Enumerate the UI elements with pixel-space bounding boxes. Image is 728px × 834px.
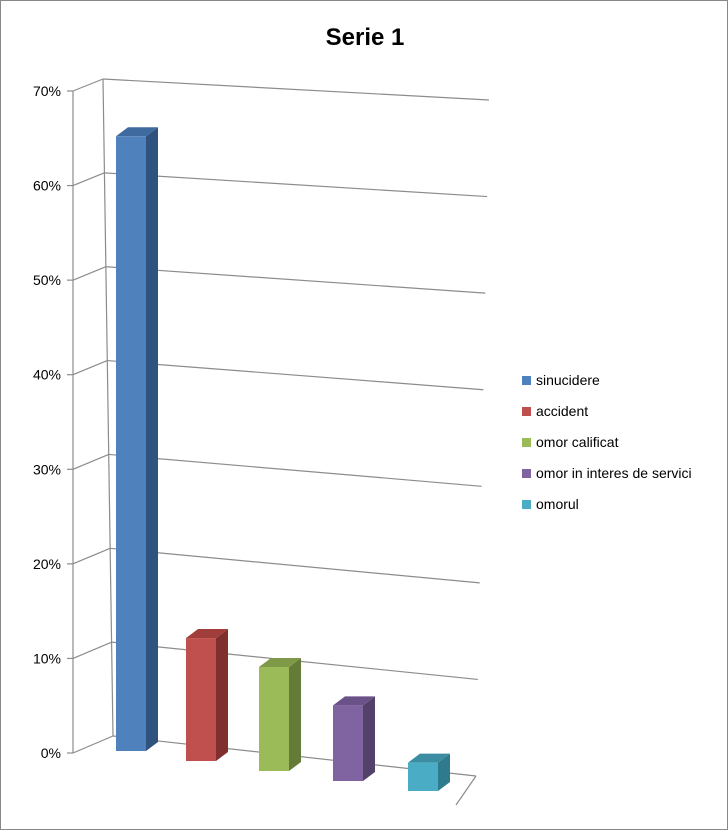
gridline	[104, 172, 488, 198]
bar-sinucidere	[116, 127, 158, 752]
gridline-side	[72, 547, 111, 565]
bar-top	[186, 629, 228, 639]
gridline	[108, 453, 482, 487]
gridline-side	[72, 641, 112, 659]
back-wall-edge	[102, 78, 114, 737]
bar-top	[259, 657, 301, 667]
gridline-side	[72, 360, 108, 376]
bar-accident	[186, 629, 228, 761]
gridline	[102, 78, 490, 101]
legend-item: omor calificat	[522, 434, 619, 450]
bar-side	[216, 629, 228, 761]
legend-swatch	[522, 500, 531, 509]
legend-label: omor calificat	[536, 434, 619, 450]
bar-top	[116, 127, 158, 137]
y-tick-label: 60%	[33, 178, 61, 194]
gridline	[110, 547, 480, 584]
y-tick-label: 0%	[41, 745, 61, 761]
y-tick-label: 50%	[33, 272, 61, 288]
gridline-side	[72, 735, 114, 754]
legend-item: accident	[522, 403, 588, 419]
legend-swatch	[522, 469, 531, 478]
bar-omor-in-interes-de-servici	[333, 696, 375, 781]
bar-side	[363, 696, 375, 781]
bar-top	[333, 696, 375, 706]
y-tick-label: 30%	[33, 461, 61, 477]
bar-side	[289, 657, 301, 771]
bar-front	[186, 638, 216, 761]
bar-side	[146, 127, 158, 752]
bar-front	[259, 666, 289, 771]
legend-swatch	[522, 376, 531, 385]
legend-label: omor in interes de servici	[536, 465, 692, 481]
bar-side	[438, 753, 450, 791]
gridline	[105, 266, 486, 294]
legend-item: omor in interes de servici	[522, 465, 692, 481]
legend-label: omorul	[536, 496, 579, 512]
legend-swatch	[522, 438, 531, 447]
legend-label: sinucidere	[536, 372, 600, 388]
y-tick-label: 70%	[33, 83, 61, 99]
gridline-side	[72, 266, 107, 281]
bar-front	[333, 705, 363, 781]
gridline-side	[72, 78, 104, 92]
y-tick-label: 10%	[33, 650, 61, 666]
bar-front	[116, 136, 146, 752]
legend-swatch	[522, 407, 531, 416]
gridline	[107, 359, 484, 391]
legend-label: accident	[536, 403, 588, 419]
bar-front	[408, 762, 438, 791]
y-tick-label: 40%	[33, 367, 61, 383]
legend-item: omorul	[522, 496, 579, 512]
bar-omorul	[408, 753, 450, 791]
floor-edge	[455, 775, 477, 806]
bar-top	[408, 753, 450, 763]
legend-item: sinucidere	[522, 372, 600, 388]
bar-omor-calificat	[259, 657, 301, 771]
y-tick-label: 20%	[33, 556, 61, 572]
gridline-side	[72, 172, 105, 187]
chart-title: Serie 1	[326, 24, 405, 51]
gridline-side	[72, 453, 109, 470]
